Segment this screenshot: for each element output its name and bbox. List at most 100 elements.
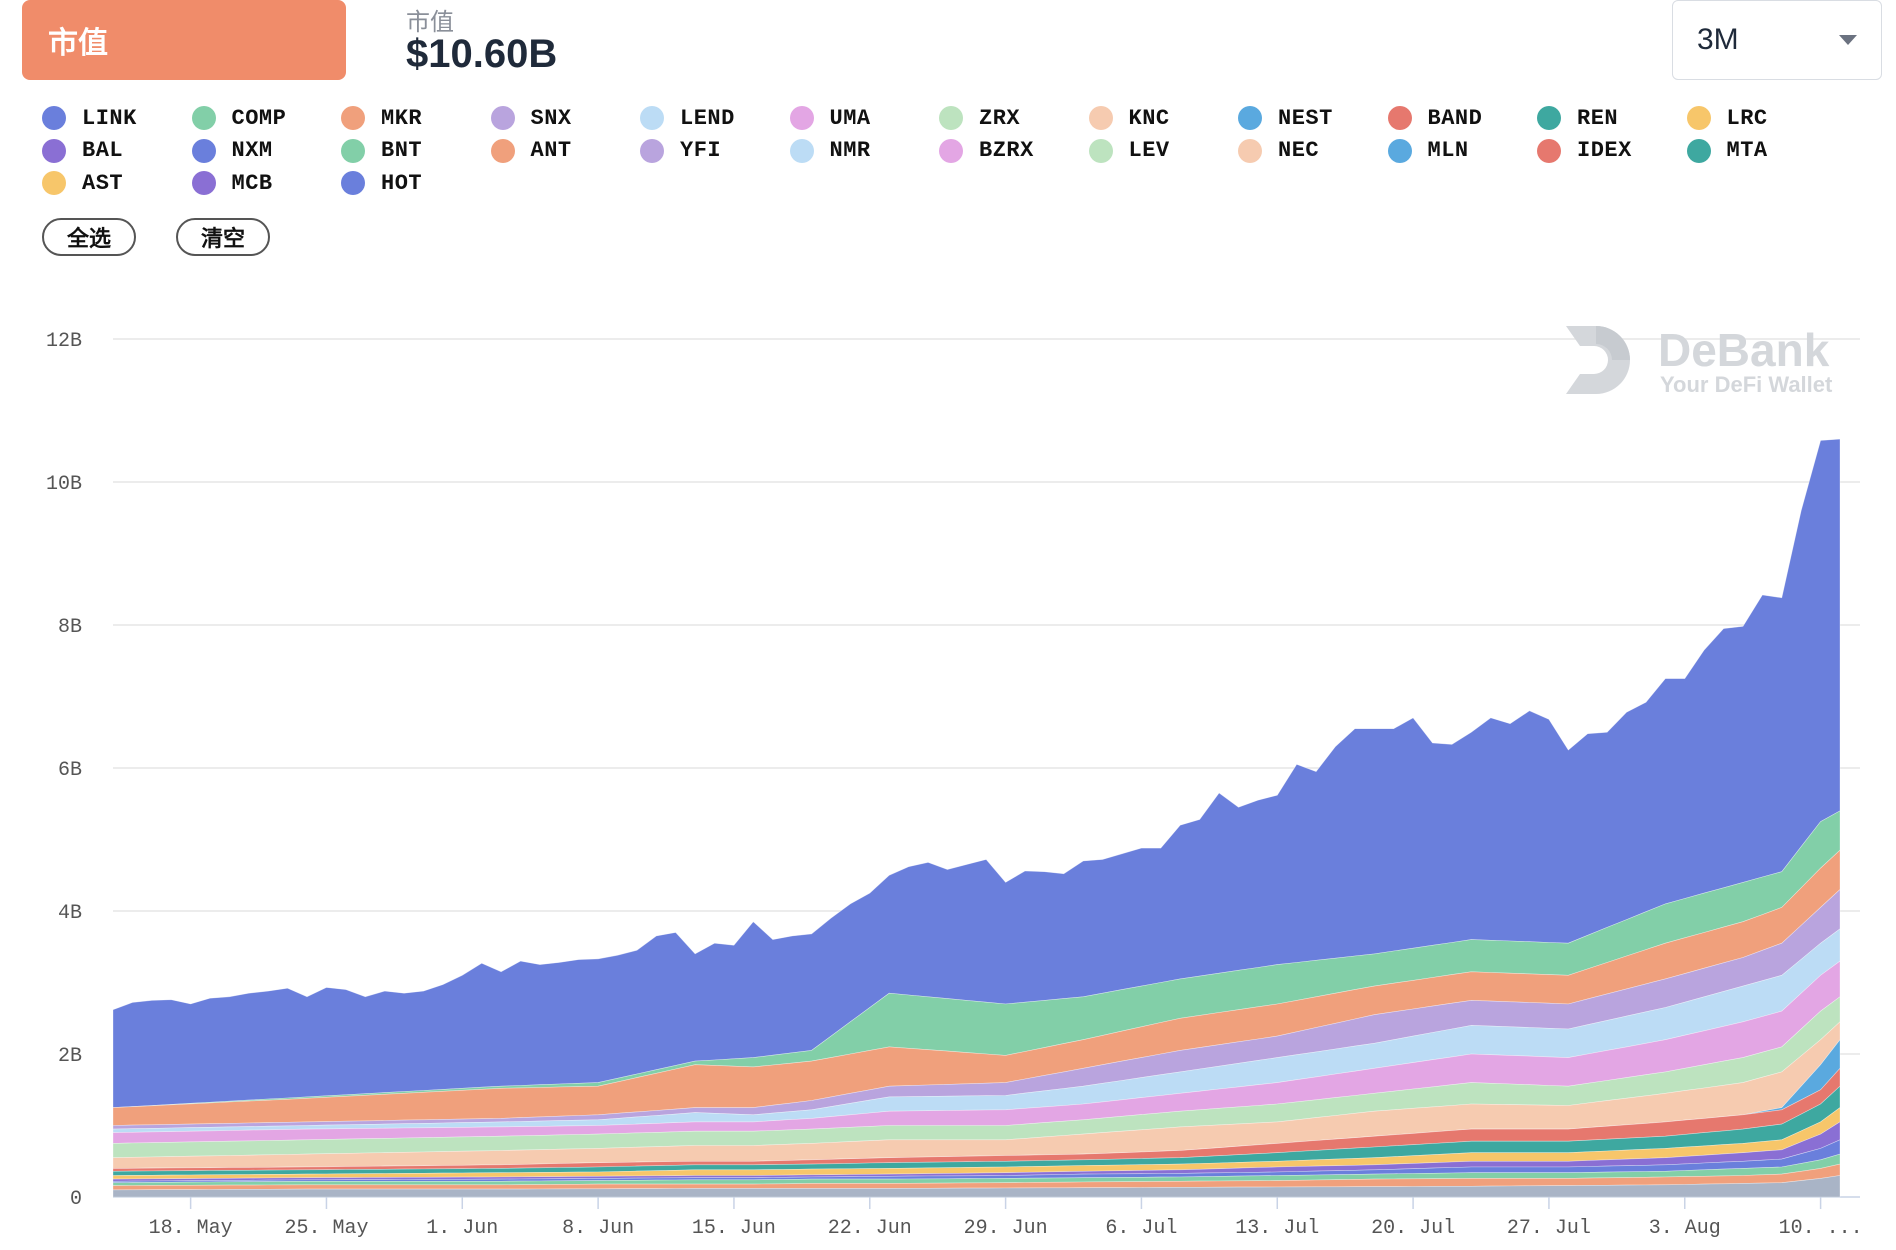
legend-dot-icon bbox=[1686, 138, 1711, 163]
legend-label: BZRX bbox=[979, 138, 1034, 163]
watermark: DeBank Your DeFi Wallet bbox=[1566, 324, 1833, 397]
legend-item-lrc[interactable]: LRC bbox=[1686, 104, 1768, 132]
legend-label: BAND bbox=[1427, 105, 1483, 131]
x-tick-label: 13. Jul bbox=[1235, 1217, 1319, 1240]
legend-dot-icon bbox=[42, 171, 66, 195]
legend-dot-icon bbox=[1387, 138, 1412, 163]
legend-item-mcb[interactable]: MCB bbox=[191, 169, 273, 197]
metric-button[interactable]: 市值 bbox=[22, 0, 346, 80]
market-cap-chart: DeBank Your DeFi Wallet 02B4B6B8B10B12B … bbox=[46, 324, 1863, 1240]
clear-button[interactable]: 清空 bbox=[176, 218, 270, 256]
legend-dot-icon bbox=[191, 138, 216, 163]
legend-item-yfi[interactable]: YFI bbox=[640, 137, 721, 165]
legend-item-knc[interactable]: KNC bbox=[1088, 104, 1170, 132]
legend-dot-icon bbox=[1686, 106, 1711, 130]
legend-label: NXM bbox=[231, 138, 273, 163]
x-tick-label: 8. Jun bbox=[562, 1217, 634, 1240]
range-select-value: 3M bbox=[1697, 23, 1739, 56]
summary-value: $10.60B bbox=[406, 32, 558, 76]
y-axis: 0 2B 4B 6B 8B 10B 12B bbox=[46, 330, 82, 1211]
legend-dot-icon bbox=[42, 106, 66, 130]
legend-item-uma[interactable]: UMA bbox=[789, 104, 871, 132]
legend-label: AST bbox=[82, 170, 124, 196]
legend-dot-icon bbox=[789, 106, 814, 130]
x-tick-label: 18. May bbox=[149, 1217, 233, 1240]
legend-dot-icon bbox=[341, 171, 365, 195]
legend-item-zrx[interactable]: ZRX bbox=[939, 104, 1020, 132]
legend-dot-icon bbox=[1088, 138, 1113, 163]
x-tick-label: 6. Jul bbox=[1105, 1217, 1177, 1240]
legend-label: BNT bbox=[381, 138, 423, 163]
x-tick-label: 3. Aug bbox=[1649, 1217, 1721, 1240]
legend-label: HOT bbox=[381, 170, 423, 196]
legend-label: MCB bbox=[231, 170, 273, 196]
legend-label: SNX bbox=[530, 105, 572, 131]
legend-item-nxm[interactable]: NXM bbox=[191, 137, 273, 165]
legend-item-ast[interactable]: AST bbox=[42, 169, 123, 197]
legend-dot-icon bbox=[42, 138, 66, 163]
legend-item-hot[interactable]: HOT bbox=[341, 169, 422, 197]
x-tick-label: 15. Jun bbox=[692, 1217, 776, 1240]
legend-item-nmr[interactable]: NMR bbox=[789, 137, 871, 165]
x-tick-label: 20. Jul bbox=[1371, 1217, 1455, 1240]
legend-dot-icon bbox=[640, 106, 664, 130]
legend-item-snx[interactable]: SNX bbox=[490, 104, 572, 132]
select-all-button[interactable]: 全选 bbox=[42, 218, 136, 256]
legend-dot-icon bbox=[640, 138, 664, 163]
legend-label: NEC bbox=[1278, 138, 1320, 163]
legend-dot-icon bbox=[191, 106, 216, 130]
debank-logo-icon bbox=[1566, 326, 1630, 394]
legend-item-comp[interactable]: COMP bbox=[191, 104, 287, 132]
legend-label: NEST bbox=[1278, 105, 1333, 131]
legend-dot-icon bbox=[939, 106, 963, 130]
legend-dot-icon bbox=[1387, 106, 1412, 130]
legend-item-lend[interactable]: LEND bbox=[640, 104, 735, 132]
y-tick-label: 10B bbox=[46, 473, 82, 496]
legend-item-bzrx[interactable]: BZRX bbox=[939, 137, 1034, 165]
legend-label: LEV bbox=[1128, 138, 1170, 163]
x-tick-label: 10. ... bbox=[1779, 1217, 1863, 1240]
x-tick-label: 22. Jun bbox=[828, 1217, 912, 1240]
legend-dot-icon bbox=[939, 138, 963, 163]
x-tick-label: 25. May bbox=[284, 1217, 368, 1240]
legend-dot-icon bbox=[789, 138, 814, 163]
summary-label: 市值 bbox=[406, 9, 454, 36]
legend-item-mta[interactable]: MTA bbox=[1686, 137, 1768, 165]
y-tick-label: 8B bbox=[58, 616, 82, 639]
legend-label: ANT bbox=[530, 138, 572, 163]
legend-dot-icon bbox=[1537, 138, 1561, 163]
legend-label: ZRX bbox=[979, 105, 1021, 131]
legend-dot-icon bbox=[1537, 106, 1561, 130]
y-tick-label: 12B bbox=[46, 330, 82, 353]
x-tick-label: 1. Jun bbox=[426, 1217, 498, 1240]
legend-item-idex[interactable]: IDEX bbox=[1537, 137, 1632, 165]
legend-item-bal[interactable]: BAL bbox=[42, 137, 123, 165]
legend-dot-icon bbox=[191, 171, 216, 195]
x-tick-label: 27. Jul bbox=[1507, 1217, 1591, 1240]
chevron-down-icon bbox=[1839, 35, 1857, 45]
area-series-16 bbox=[112, 1175, 1841, 1198]
legend-item-mkr[interactable]: MKR bbox=[341, 104, 422, 132]
legend-item-bnt[interactable]: BNT bbox=[341, 137, 422, 165]
legend-dot-icon bbox=[490, 138, 515, 163]
legend-item-ren[interactable]: REN bbox=[1537, 104, 1618, 132]
legend-label: BAL bbox=[82, 138, 124, 163]
legend-item-lev[interactable]: LEV bbox=[1088, 137, 1170, 165]
legend-label: MTA bbox=[1726, 138, 1768, 163]
legend-item-mln[interactable]: MLN bbox=[1387, 137, 1469, 165]
legend-dot-icon bbox=[341, 106, 365, 130]
legend-label: LRC bbox=[1726, 105, 1768, 131]
legend-item-link[interactable]: LINK bbox=[42, 104, 137, 132]
legend-item-band[interactable]: BAND bbox=[1387, 104, 1483, 132]
legend-item-nec[interactable]: NEC bbox=[1238, 137, 1319, 165]
y-tick-label: 6B bbox=[58, 759, 82, 782]
legend-label: IDEX bbox=[1577, 138, 1632, 163]
legend-item-ant[interactable]: ANT bbox=[490, 137, 572, 165]
legend-label: MLN bbox=[1427, 138, 1469, 163]
legend-item-nest[interactable]: NEST bbox=[1238, 104, 1333, 132]
legend-dot-icon bbox=[341, 138, 365, 163]
legend-label: REN bbox=[1577, 105, 1619, 131]
range-select[interactable]: 3M bbox=[1672, 0, 1882, 80]
watermark-brand: DeBank bbox=[1658, 324, 1830, 376]
stacked-areas bbox=[112, 438, 1841, 1198]
